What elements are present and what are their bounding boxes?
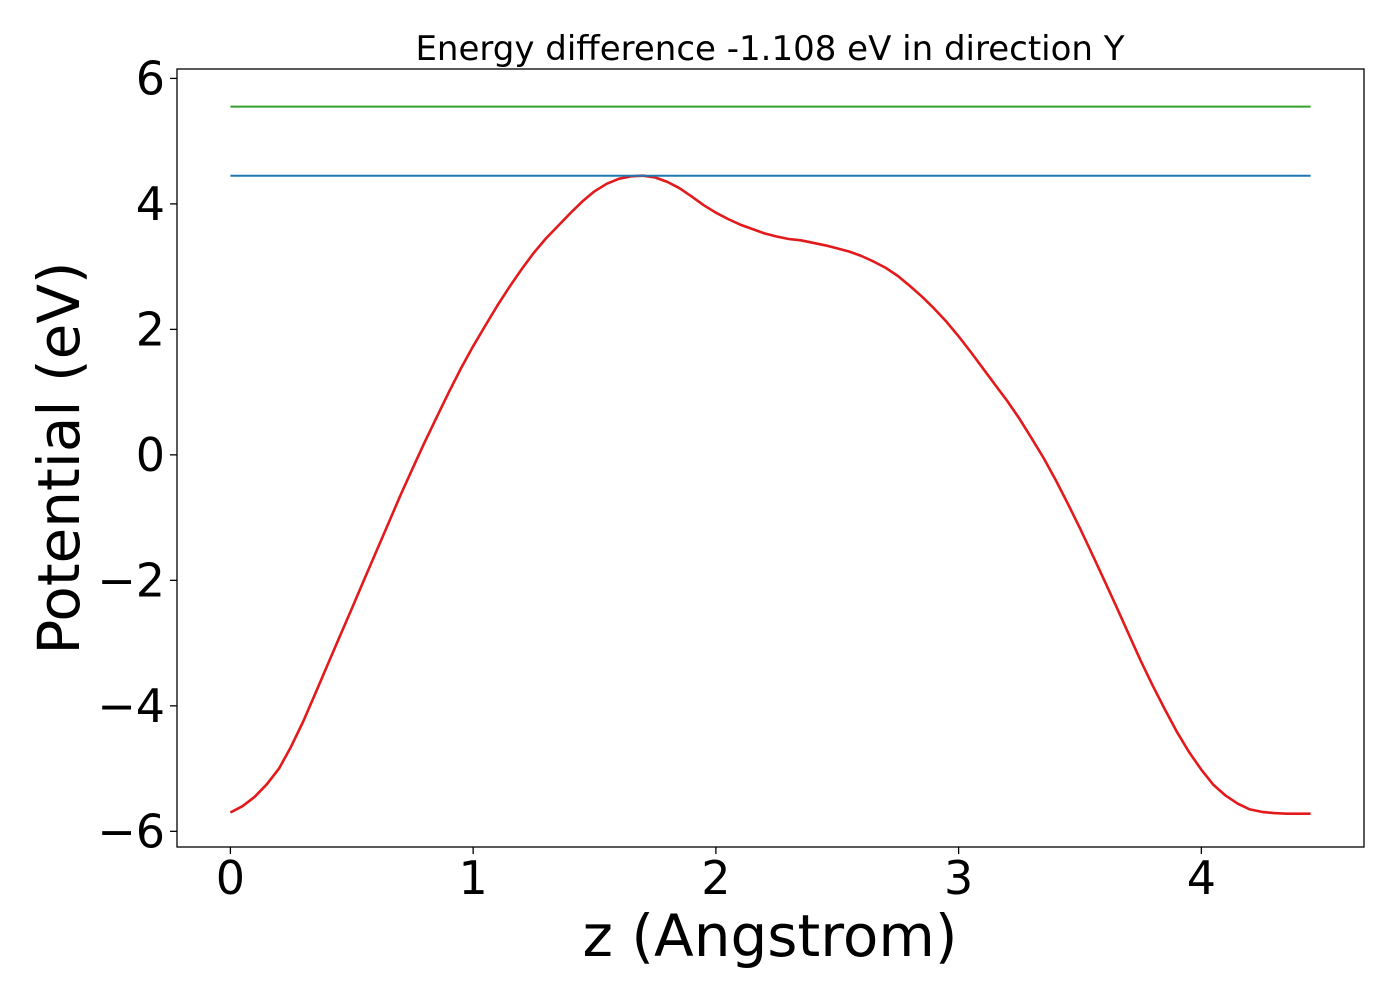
x-tick-label: 2: [701, 851, 730, 905]
x-tick-label: 4: [1187, 851, 1216, 905]
y-tick-label: 6: [136, 51, 165, 105]
y-axis-label: Potential (eV): [25, 261, 93, 654]
plot-frame: [176, 68, 1365, 848]
x-tick-label: 1: [459, 851, 488, 905]
x-tick-label: 3: [944, 851, 973, 905]
y-tick-label: 4: [136, 177, 165, 231]
x-axis-label: z (Angstrom): [583, 902, 958, 970]
y-axis: −6 −4 −2 0 2 4 6: [97, 51, 177, 858]
y-tick-label: 2: [136, 302, 165, 356]
y-tick-label: 0: [136, 428, 165, 482]
y-tick-label: −2: [97, 553, 165, 607]
series-line-potential: [229, 174, 1311, 816]
series-layer: [229, 105, 1311, 816]
x-tick-label: 0: [216, 851, 245, 905]
chart-title: Energy difference -1.108 eV in direction…: [415, 29, 1124, 69]
y-tick-label: −6: [97, 804, 165, 858]
y-tick-label: −4: [97, 679, 165, 733]
x-axis: 0 1 2 3 4: [216, 847, 1216, 905]
